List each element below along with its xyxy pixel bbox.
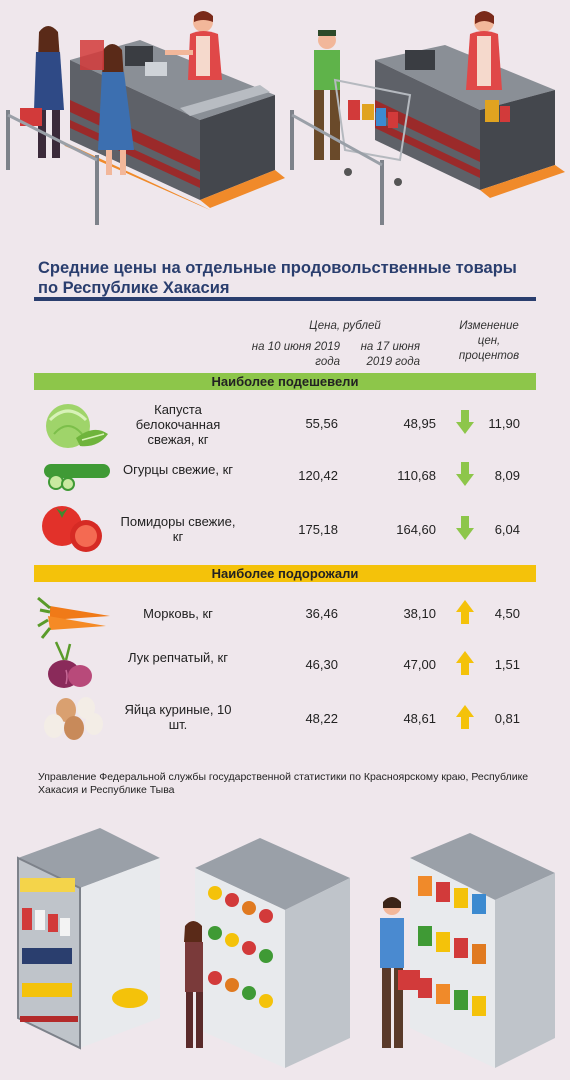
- item-name: Лук репчатый, кг: [128, 650, 228, 665]
- price-change: 6,04: [494, 522, 520, 537]
- source-note: Управление Федеральной службы государств…: [38, 771, 529, 796]
- price-change: 1,51: [494, 657, 520, 672]
- price-date1: 55,56: [305, 416, 338, 431]
- price-date2: 48,61: [403, 711, 436, 726]
- onion-icon: [48, 641, 92, 688]
- item-name: Капуста белокочанная свежая, кг: [135, 402, 221, 447]
- price-date1: 48,22: [305, 711, 338, 726]
- cashier-right: [466, 11, 502, 90]
- price-date2: 48,95: [403, 416, 436, 431]
- title-divider: [34, 297, 536, 301]
- item-name: Огурцы свежие, кг: [122, 462, 234, 477]
- woman-shopper: [184, 921, 203, 1048]
- arrow-up-icon: [456, 600, 474, 624]
- price-change: 4,50: [494, 606, 520, 621]
- section-band-cheaper: Наиболее подешевели: [34, 373, 536, 390]
- tomato-icon: [42, 506, 102, 552]
- eggs-icon: [44, 697, 103, 740]
- dairy-shelf: [17, 828, 160, 1050]
- store-shelves-illustration: [17, 828, 555, 1068]
- change-header: Изменение цен, процентов: [458, 320, 520, 362]
- snack-shelf: [410, 833, 555, 1068]
- price-date1: 120,42: [298, 468, 338, 483]
- item-name: Морковь, кг: [143, 606, 213, 621]
- price-date1: 175,18: [298, 522, 338, 537]
- item-name: Яйца куриные, 10 шт.: [124, 702, 232, 732]
- cashier-left: [165, 11, 222, 80]
- queue-barrier-left: [6, 110, 99, 225]
- price-date2: 110,68: [397, 468, 436, 483]
- page-title: Средние цены на отдельные продовольствен…: [38, 259, 517, 297]
- date1-header: на 10 июня 2019 года: [251, 341, 340, 368]
- carrot-icon: [37, 596, 110, 639]
- cucumber-icon: [44, 464, 110, 491]
- price-date1: 36,46: [305, 606, 338, 621]
- arrow-down-icon: [456, 410, 474, 434]
- section-band-pricier: Наиболее подорожали: [34, 565, 536, 582]
- price-change: 11,90: [488, 416, 520, 431]
- price-date2: 47,00: [403, 657, 436, 672]
- arrow-up-icon: [456, 651, 474, 675]
- price-change: 8,09: [494, 468, 520, 483]
- man-shopper: [380, 897, 420, 1048]
- date2-header: на 17 июня 2019 года: [360, 341, 420, 368]
- arrow-down-icon: [456, 462, 474, 486]
- price-date2: 38,10: [403, 606, 436, 621]
- price-header: Цена, рублей: [309, 320, 381, 332]
- shopper-blue-dress: [98, 44, 134, 175]
- arrow-down-icon: [456, 516, 474, 540]
- checkout-illustration: [6, 11, 565, 225]
- queue-barrier-right: [290, 110, 384, 225]
- jar-shelf: [195, 838, 350, 1068]
- price-date1: 46,30: [305, 657, 338, 672]
- price-change: 0,81: [494, 711, 520, 726]
- item-name: Помидоры свежие, кг: [120, 514, 236, 544]
- price-date2: 164,60: [396, 522, 436, 537]
- shopping-cart: [333, 78, 412, 186]
- cabbage-icon: [46, 404, 108, 448]
- arrow-up-icon: [456, 705, 474, 729]
- shopper-with-basket: [20, 26, 104, 158]
